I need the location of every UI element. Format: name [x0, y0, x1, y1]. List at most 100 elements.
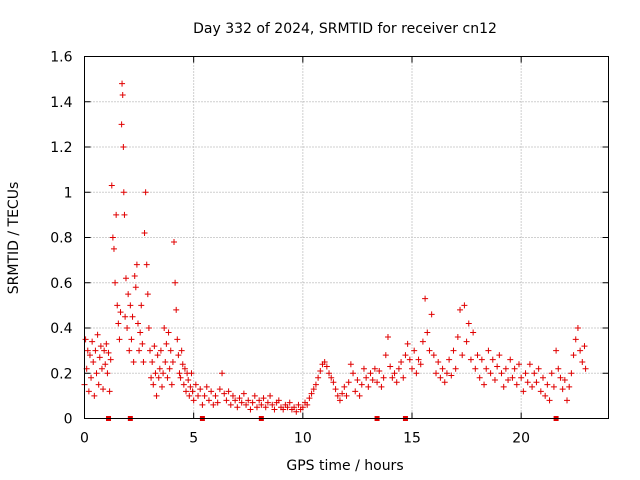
data-point [243, 401, 250, 408]
data-point [258, 401, 265, 408]
data-point [137, 329, 144, 336]
data-point [154, 352, 161, 359]
data-point [161, 325, 168, 331]
data-point [404, 340, 411, 347]
data-point [509, 374, 516, 381]
data-point [260, 395, 267, 402]
data-point [119, 91, 126, 98]
data-point [433, 370, 440, 377]
data-point [229, 392, 236, 399]
data-point [195, 392, 202, 399]
data-point [535, 365, 542, 372]
data-point [439, 365, 446, 372]
data-point [131, 272, 138, 279]
data-point [262, 404, 269, 411]
data-point [363, 374, 370, 381]
data-point [187, 383, 194, 390]
data-point [122, 313, 129, 320]
data-point [574, 325, 581, 331]
data-point [165, 329, 172, 336]
data-point [520, 388, 527, 395]
data-point [582, 365, 589, 372]
data-point [201, 392, 208, 399]
data-point [89, 338, 96, 345]
data-point [540, 374, 546, 381]
data-point [190, 397, 197, 404]
data-point [124, 325, 131, 331]
data-point [463, 338, 470, 345]
data-point [152, 370, 159, 377]
data-point [306, 395, 313, 402]
data-point [221, 390, 228, 397]
data-point [367, 370, 374, 377]
data-point [481, 381, 488, 388]
data-point [240, 390, 247, 397]
data-point [157, 347, 164, 354]
data-point [169, 358, 176, 365]
data-point [384, 334, 391, 341]
data-point [380, 374, 387, 381]
data-point [457, 306, 464, 313]
data-point [347, 361, 354, 368]
data-point [101, 347, 108, 354]
data-point [156, 365, 163, 372]
data-point [132, 284, 139, 291]
data-point [107, 356, 114, 363]
data-point [153, 392, 160, 399]
data-point [183, 388, 190, 395]
data-point [291, 404, 298, 411]
data-point [522, 370, 529, 377]
data-point [176, 370, 183, 377]
y-tick-label: 1.2 [50, 140, 72, 156]
data-point [406, 356, 413, 363]
data-point [419, 338, 426, 345]
x-tick-label: 10 [294, 431, 312, 447]
data-point [339, 390, 346, 397]
data-point [122, 275, 129, 282]
data-point [485, 347, 492, 354]
data-point [223, 397, 230, 404]
data-point [138, 302, 145, 309]
data-point [395, 365, 402, 372]
data-point [149, 358, 156, 365]
chart-title: Day 332 of 2024, SRMTID for receiver cn1… [193, 21, 497, 37]
data-point [118, 121, 125, 128]
data-point [350, 370, 357, 377]
data-point [97, 343, 104, 350]
data-point [192, 381, 199, 388]
data-point [502, 365, 509, 372]
data-point [437, 374, 444, 381]
data-point [133, 261, 140, 268]
data-point [426, 347, 433, 354]
data-point [236, 395, 243, 402]
y-tick-label: 0.8 [50, 231, 72, 247]
data-point [189, 388, 196, 395]
data-point [507, 356, 514, 363]
data-point [151, 343, 158, 350]
data-point [413, 370, 420, 377]
x-tick-label: 5 [189, 431, 198, 447]
data-point [533, 379, 540, 386]
data-point [159, 383, 166, 390]
data-point [511, 365, 518, 372]
data-point [249, 399, 256, 406]
data-point [321, 358, 328, 365]
data-point [212, 392, 219, 399]
data-point [459, 352, 466, 359]
data-point [115, 320, 122, 327]
data-point [210, 401, 217, 408]
data-point [130, 358, 137, 365]
data-point [515, 361, 522, 368]
data-point [267, 392, 274, 399]
data-point [564, 397, 571, 404]
data-point [387, 363, 394, 370]
data-point [559, 386, 566, 393]
data-point [136, 347, 143, 354]
data-point [374, 379, 381, 386]
data-point [299, 404, 306, 411]
data-point [557, 374, 564, 381]
data-point [180, 381, 187, 388]
data-point [441, 379, 448, 386]
plot-frame [84, 56, 609, 419]
data-point [253, 404, 260, 411]
